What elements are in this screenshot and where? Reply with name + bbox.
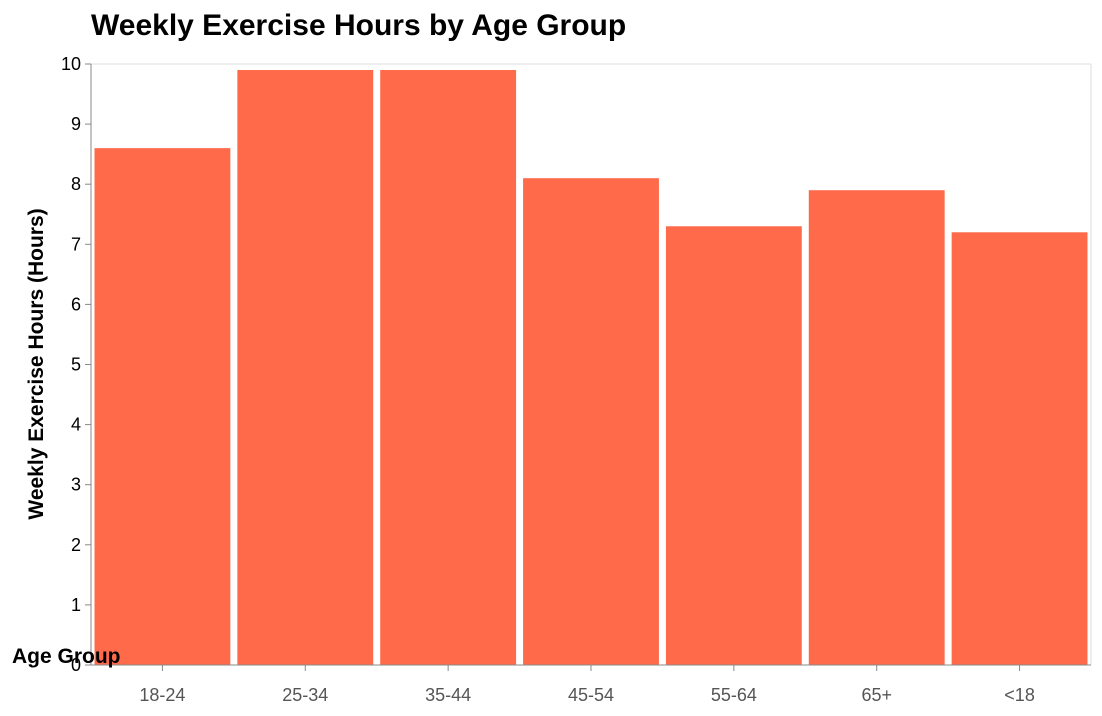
x-tick-label-<18: <18 [1004, 685, 1035, 705]
x-tick-label-55-64: 55-64 [711, 685, 757, 705]
x-tick-label-45-54: 45-54 [568, 685, 614, 705]
bar-25-34 [237, 70, 374, 665]
y-tick-label: 3 [71, 475, 81, 495]
y-tick-label: 6 [71, 294, 81, 314]
x-axis: 18-24 25-34 35-44 45-54 55-64 65+ <18 [91, 664, 1091, 705]
y-tick-label: 7 [71, 234, 81, 254]
bar-65+ [808, 190, 945, 665]
y-tick-label: 8 [71, 174, 81, 194]
x-tick-label-35-44: 35-44 [425, 685, 471, 705]
y-axis-title: Weekly Exercise Hours (Hours) [25, 208, 48, 519]
x-axis-title: Age Group [12, 645, 121, 668]
bars [94, 70, 1088, 665]
y-tick-label: 5 [71, 355, 81, 375]
y-tick-label: 4 [71, 415, 81, 435]
x-tick-label-65+: 65+ [861, 685, 892, 705]
bar-<18 [951, 232, 1088, 665]
plot-frame [91, 63, 1092, 665]
y-tick-label: 1 [71, 595, 81, 615]
bar-35-44 [380, 70, 517, 665]
y-axis: 0 1 2 3 4 5 6 7 8 9 10 [61, 54, 92, 675]
y-tick-label: 9 [71, 114, 81, 134]
y-tick-label: 0 [71, 655, 81, 675]
x-tick-label-25-34: 25-34 [282, 685, 328, 705]
bar-45-54 [523, 178, 659, 665]
y-tick-label: 2 [71, 535, 81, 555]
bar-55-64 [665, 226, 802, 665]
y-tick-label: 10 [61, 54, 81, 74]
x-tick-label-18-24: 18-24 [139, 685, 185, 705]
bar-18-24 [94, 148, 231, 665]
chart-title: Weekly Exercise Hours by Age Group [91, 9, 626, 42]
